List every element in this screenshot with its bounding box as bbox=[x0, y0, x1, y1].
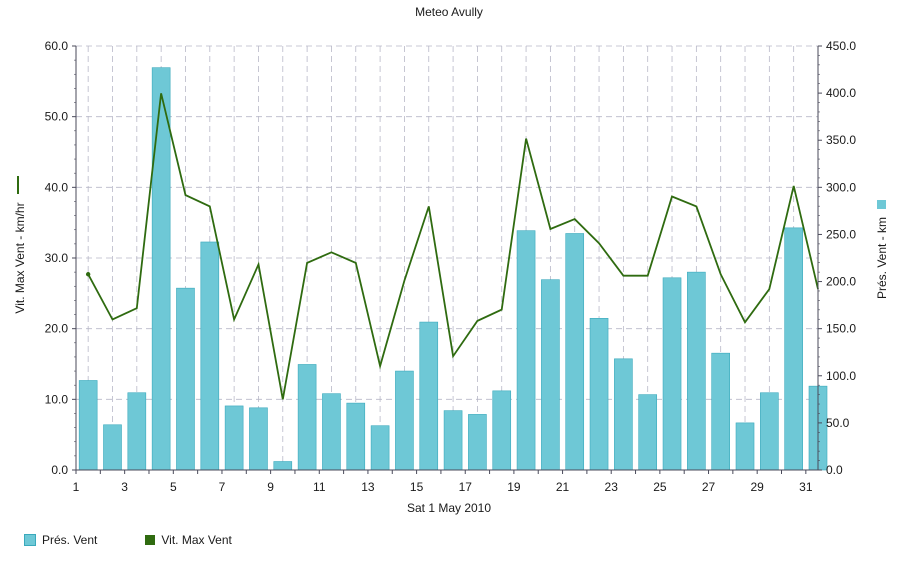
x-axis-label: Sat 1 May 2010 bbox=[407, 501, 491, 515]
bar bbox=[784, 227, 803, 471]
bar bbox=[711, 352, 730, 471]
bar bbox=[127, 392, 147, 471]
x-tick-label: 23 bbox=[605, 480, 619, 494]
bar bbox=[468, 414, 487, 471]
bar bbox=[151, 67, 171, 471]
y-right-tick-label: 50.0 bbox=[826, 416, 850, 430]
bar bbox=[370, 425, 390, 471]
bar bbox=[687, 271, 706, 471]
bar bbox=[662, 277, 682, 471]
legend-swatch-bar bbox=[24, 534, 36, 546]
bar bbox=[541, 279, 560, 471]
bar bbox=[103, 424, 122, 471]
legend: Prés. Vent Vit. Max Vent bbox=[24, 533, 232, 547]
x-tick-label: 25 bbox=[653, 480, 667, 494]
bar bbox=[322, 393, 341, 471]
bar bbox=[492, 390, 512, 471]
bar bbox=[760, 392, 779, 471]
y-right-tick-label: 200.0 bbox=[826, 275, 856, 289]
bar bbox=[419, 321, 439, 471]
chart-title: Meteo Avully bbox=[415, 5, 483, 19]
x-tick-label: 17 bbox=[459, 480, 473, 494]
y-right-tick-label: 150.0 bbox=[826, 322, 856, 336]
y-left-tick-label: 10.0 bbox=[45, 392, 69, 406]
bar bbox=[395, 370, 414, 471]
x-tick-label: 21 bbox=[556, 480, 570, 494]
y-right-tick-label: 400.0 bbox=[826, 86, 856, 100]
legend-label-vit-max-vent: Vit. Max Vent bbox=[161, 533, 232, 547]
y-axis-left-label: Vit. Max Vent - km/hr bbox=[13, 202, 27, 313]
y-right-tick-label: 300.0 bbox=[826, 180, 856, 194]
bar bbox=[516, 230, 536, 471]
bar bbox=[565, 233, 585, 471]
bar bbox=[200, 241, 220, 471]
y-left-tick-label: 20.0 bbox=[45, 322, 69, 336]
bar bbox=[443, 410, 463, 471]
x-tick-label: 7 bbox=[219, 480, 226, 494]
bar bbox=[638, 394, 658, 471]
bar bbox=[614, 358, 633, 471]
legend-item-vit-max-vent: Vit. Max Vent bbox=[145, 533, 232, 547]
y-left-tick-label: 0.0 bbox=[51, 463, 68, 477]
x-tick-label: 31 bbox=[799, 480, 813, 494]
y-right-series-marker bbox=[877, 200, 886, 209]
y-left-tick-label: 30.0 bbox=[45, 251, 69, 265]
y-axis-right-label: Prés. Vent - km bbox=[875, 217, 889, 299]
x-tick-label: 3 bbox=[121, 480, 128, 494]
axis-series-markers bbox=[17, 176, 886, 209]
bar bbox=[78, 380, 98, 471]
bar bbox=[589, 318, 609, 471]
axes bbox=[72, 45, 822, 474]
bar bbox=[176, 287, 195, 471]
legend-label-pres-vent: Prés. Vent bbox=[42, 533, 98, 547]
y-right-tick-label: 450.0 bbox=[826, 39, 856, 53]
x-tick-label: 1 bbox=[73, 480, 80, 494]
x-tick-label: 19 bbox=[507, 480, 521, 494]
line-point bbox=[85, 272, 91, 277]
x-tick-label: 5 bbox=[170, 480, 177, 494]
x-tick-label: 27 bbox=[702, 480, 716, 494]
y-left-tick-label: 60.0 bbox=[45, 39, 69, 53]
bar-series-pres-vent bbox=[78, 67, 828, 471]
y-left-tick-label: 40.0 bbox=[45, 180, 69, 194]
bar bbox=[297, 364, 317, 471]
line-series-vit-max-vent bbox=[85, 93, 819, 400]
bar bbox=[346, 402, 366, 471]
bar bbox=[249, 407, 268, 471]
y-left-tick-label: 50.0 bbox=[45, 110, 69, 124]
y-right-tick-label: 250.0 bbox=[826, 227, 856, 241]
y-right-tick-label: 100.0 bbox=[826, 369, 856, 383]
x-tick-label: 15 bbox=[410, 480, 424, 494]
bar bbox=[224, 405, 244, 471]
bar bbox=[273, 461, 293, 471]
bar bbox=[735, 422, 755, 471]
x-tick-label: 9 bbox=[267, 480, 274, 494]
x-tick-label: 13 bbox=[361, 480, 375, 494]
legend-swatch-line bbox=[145, 535, 156, 545]
legend-item-pres-vent: Prés. Vent bbox=[24, 533, 97, 547]
y-right-tick-label: 0.0 bbox=[826, 463, 843, 477]
line-vit-max-vent bbox=[87, 93, 819, 400]
tick-labels: 0.0 10.0 20.0 30.0 40.0 50.0 60.0 0.0 50.0 100.0 1… bbox=[45, 39, 857, 494]
y-right-tick-label: 350.0 bbox=[826, 133, 856, 147]
x-tick-label: 11 bbox=[313, 480, 326, 494]
x-tick-label: 29 bbox=[751, 480, 765, 494]
